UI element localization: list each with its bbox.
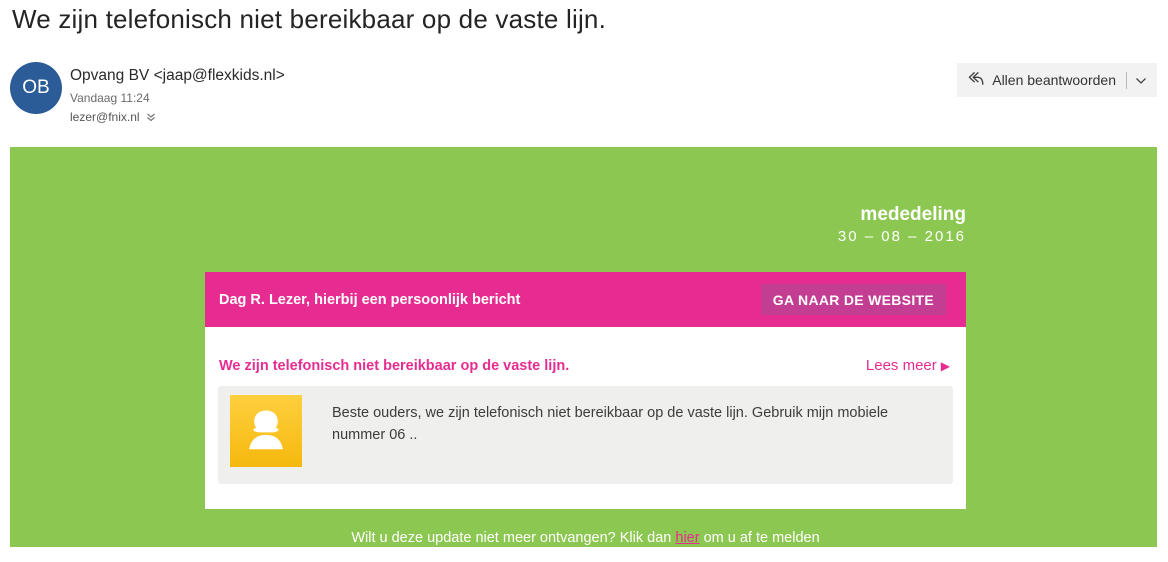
masthead-title: mededeling [860, 204, 966, 225]
article-body-text: Beste ouders, we zijn telefonisch niet b… [332, 405, 889, 443]
read-more-link[interactable]: Lees meer ▶ [866, 357, 950, 374]
details-expander-icon[interactable] [146, 113, 156, 122]
footer-text-before: Wilt u deze update niet meer ontvangen? … [351, 530, 672, 546]
article-card: Beste ouders, we zijn telefonisch niet b… [218, 386, 953, 484]
footer-text-after: om u af te melden [703, 530, 820, 546]
chevron-down-icon[interactable] [1135, 72, 1147, 88]
received-timestamp: Vandaag 11:24 [70, 91, 150, 105]
button-divider [1126, 71, 1127, 89]
greeting-text: Dag R. Lezer, hierbij een persoonlijk be… [219, 291, 521, 308]
reply-all-label: Allen beantwoorden [992, 72, 1116, 88]
article-heading: We zijn telefonisch niet bereikbaar op d… [219, 358, 570, 374]
masthead-date: 30 – 08 – 2016 [837, 228, 966, 245]
person-silhouette-icon [239, 402, 293, 461]
go-to-website-button[interactable]: GA NAAR DE WEBSITE [760, 284, 946, 315]
article-header-row: We zijn telefonisch niet bereikbaar op d… [205, 327, 966, 386]
reply-all-button[interactable]: Allen beantwoorden [957, 63, 1157, 97]
recipient-row: lezer@fnix.nl [70, 110, 156, 124]
sender-avatar[interactable]: OB [10, 62, 62, 114]
recipient-address: lezer@fnix.nl [70, 110, 140, 124]
email-html-body: mededeling 30 – 08 – 2016 Dag R. Lezer, … [10, 147, 1157, 547]
greeting-banner: Dag R. Lezer, hierbij een persoonlijk be… [205, 272, 966, 327]
person-avatar-placeholder [230, 395, 302, 467]
unsubscribe-link[interactable]: hier [675, 530, 700, 546]
read-more-label: Lees meer [865, 357, 937, 374]
play-arrow-icon: ▶ [940, 359, 950, 373]
newsletter-footer: Wilt u deze update niet meer ontvangen? … [205, 530, 966, 546]
newsletter-masthead: mededeling 30 – 08 – 2016 [205, 204, 972, 245]
reply-all-icon [967, 71, 984, 89]
sender-name[interactable]: Opvang BV <jaap@flexkids.nl> [70, 67, 285, 84]
sender-initials: OB [22, 77, 50, 98]
email-subject: We zijn telefonisch niet bereikbaar op d… [12, 4, 607, 34]
article-panel: We zijn telefonisch niet bereikbaar op d… [205, 327, 966, 509]
